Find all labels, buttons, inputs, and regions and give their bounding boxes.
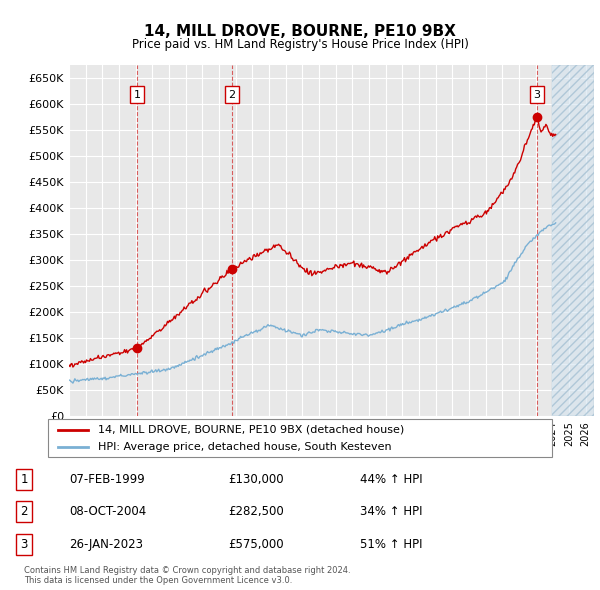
Bar	[553, 65, 594, 416]
Text: 44% ↑ HPI: 44% ↑ HPI	[360, 473, 422, 486]
Text: HPI: Average price, detached house, South Kesteven: HPI: Average price, detached house, Sout…	[98, 441, 392, 451]
Text: 3: 3	[533, 90, 541, 100]
Text: 2: 2	[228, 90, 235, 100]
Text: Contains HM Land Registry data © Crown copyright and database right 2024.
This d: Contains HM Land Registry data © Crown c…	[24, 566, 350, 585]
Text: Price paid vs. HM Land Registry's House Price Index (HPI): Price paid vs. HM Land Registry's House …	[131, 38, 469, 51]
Text: 2: 2	[20, 505, 28, 519]
Text: 08-OCT-2004: 08-OCT-2004	[69, 505, 146, 519]
Text: £575,000: £575,000	[228, 537, 284, 551]
Text: £282,500: £282,500	[228, 505, 284, 519]
Text: 34% ↑ HPI: 34% ↑ HPI	[360, 505, 422, 519]
Text: 26-JAN-2023: 26-JAN-2023	[69, 537, 143, 551]
Text: 1: 1	[20, 473, 28, 486]
Text: 1: 1	[134, 90, 141, 100]
Text: 51% ↑ HPI: 51% ↑ HPI	[360, 537, 422, 551]
Text: 14, MILL DROVE, BOURNE, PE10 9BX: 14, MILL DROVE, BOURNE, PE10 9BX	[144, 24, 456, 38]
Text: 07-FEB-1999: 07-FEB-1999	[69, 473, 145, 486]
Text: 3: 3	[20, 537, 28, 551]
Text: 14, MILL DROVE, BOURNE, PE10 9BX (detached house): 14, MILL DROVE, BOURNE, PE10 9BX (detach…	[98, 425, 404, 435]
FancyBboxPatch shape	[48, 419, 552, 457]
Bar	[553, 65, 594, 416]
Text: £130,000: £130,000	[228, 473, 284, 486]
